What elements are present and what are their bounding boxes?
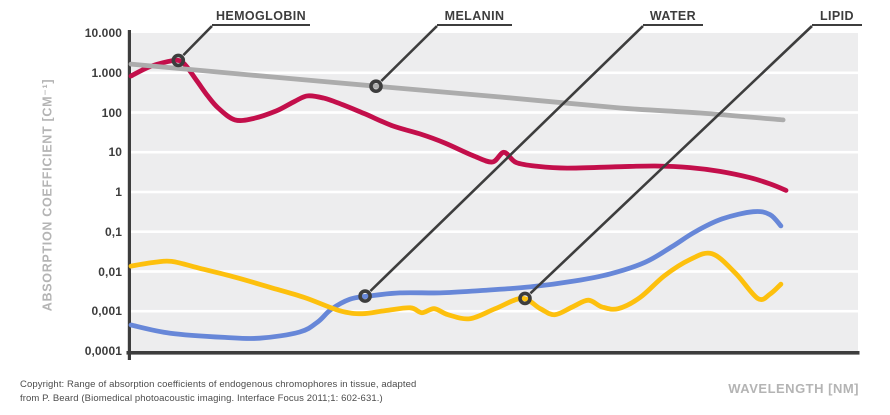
leader-melanin <box>380 25 438 82</box>
gridline <box>131 230 858 233</box>
copyright-line-2: from P. Beard (Biomedical photoacoustic … <box>20 392 383 404</box>
y-tick-1: 1.000 <box>91 65 122 80</box>
y-axis-title: ABSORPTION COEFFICIENT [CM⁻¹] <box>40 78 55 312</box>
marker-melanin <box>369 79 383 93</box>
y-tick-6: 0,01 <box>98 264 122 279</box>
gridline <box>131 111 858 114</box>
x-axis-title: WAVELENGTH [NM] <box>728 381 859 396</box>
leader-water <box>369 25 644 292</box>
label-hemoglobin: HEMOGLOBIN <box>212 9 310 26</box>
gridline <box>131 71 858 75</box>
curve-hemoglobin <box>128 57 789 193</box>
label-water: WATER <box>643 9 703 26</box>
gridline <box>131 190 858 194</box>
marker-water <box>358 289 372 303</box>
y-tick-7: 0,001 <box>91 304 122 319</box>
label-lipid: LIPID <box>812 9 862 26</box>
y-tick-0: 10.000 <box>84 26 122 40</box>
x-axis-line <box>126 351 860 355</box>
leader-hemoglobin <box>182 25 213 57</box>
y-tick-2: 100 <box>101 105 122 120</box>
y-tick-5: 0,1 <box>105 224 122 239</box>
copyright-note: Copyright: Range of absorption coefficie… <box>20 378 416 405</box>
curve-lipid <box>128 250 784 322</box>
gridline <box>131 270 858 273</box>
y-tick-8: 0,0001 <box>84 344 122 358</box>
curve-melanin <box>128 61 786 123</box>
y-tick-4: 1 <box>115 185 122 199</box>
marker-lipid <box>518 291 532 306</box>
leader-lipid <box>529 25 813 295</box>
gridline <box>131 150 858 154</box>
curve-water <box>128 209 784 341</box>
label-melanin: MELANIN <box>437 9 512 26</box>
y-axis-line <box>127 30 131 360</box>
copyright-line-1: Copyright: Range of absorption coefficie… <box>20 379 417 390</box>
y-tick-3: 10 <box>108 145 122 160</box>
marker-hemoglobin <box>171 53 186 68</box>
